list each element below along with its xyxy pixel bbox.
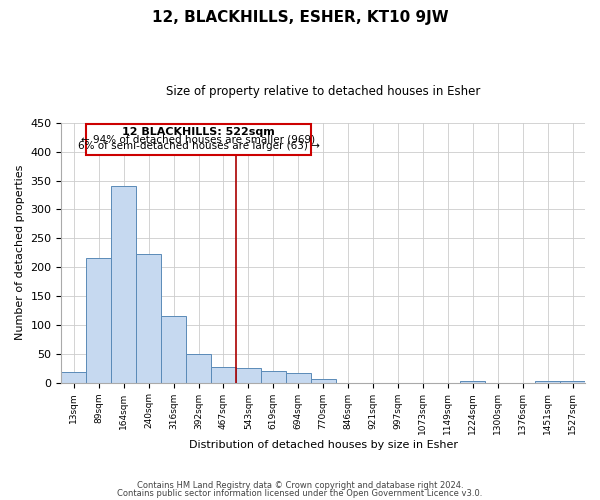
X-axis label: Distribution of detached houses by size in Esher: Distribution of detached houses by size … [189,440,458,450]
Text: ← 94% of detached houses are smaller (969): ← 94% of detached houses are smaller (96… [82,134,316,144]
Text: 12 BLACKHILLS: 522sqm: 12 BLACKHILLS: 522sqm [122,128,275,138]
Bar [211,367,236,382]
Bar [286,373,311,382]
FancyBboxPatch shape [86,124,311,154]
Bar [61,372,86,382]
Bar [136,254,161,382]
Title: Size of property relative to detached houses in Esher: Size of property relative to detached ho… [166,85,481,98]
Y-axis label: Number of detached properties: Number of detached properties [15,165,25,340]
Text: Contains public sector information licensed under the Open Government Licence v3: Contains public sector information licen… [118,488,482,498]
Text: 12, BLACKHILLS, ESHER, KT10 9JW: 12, BLACKHILLS, ESHER, KT10 9JW [152,10,448,25]
Bar [236,368,261,382]
Text: Contains HM Land Registry data © Crown copyright and database right 2024.: Contains HM Land Registry data © Crown c… [137,481,463,490]
Bar [111,186,136,382]
Bar [311,379,335,382]
Bar [86,258,111,382]
Text: 6% of semi-detached houses are larger (63) →: 6% of semi-detached houses are larger (6… [77,142,319,152]
Bar [186,354,211,382]
Bar [161,316,186,382]
Bar [261,371,286,382]
